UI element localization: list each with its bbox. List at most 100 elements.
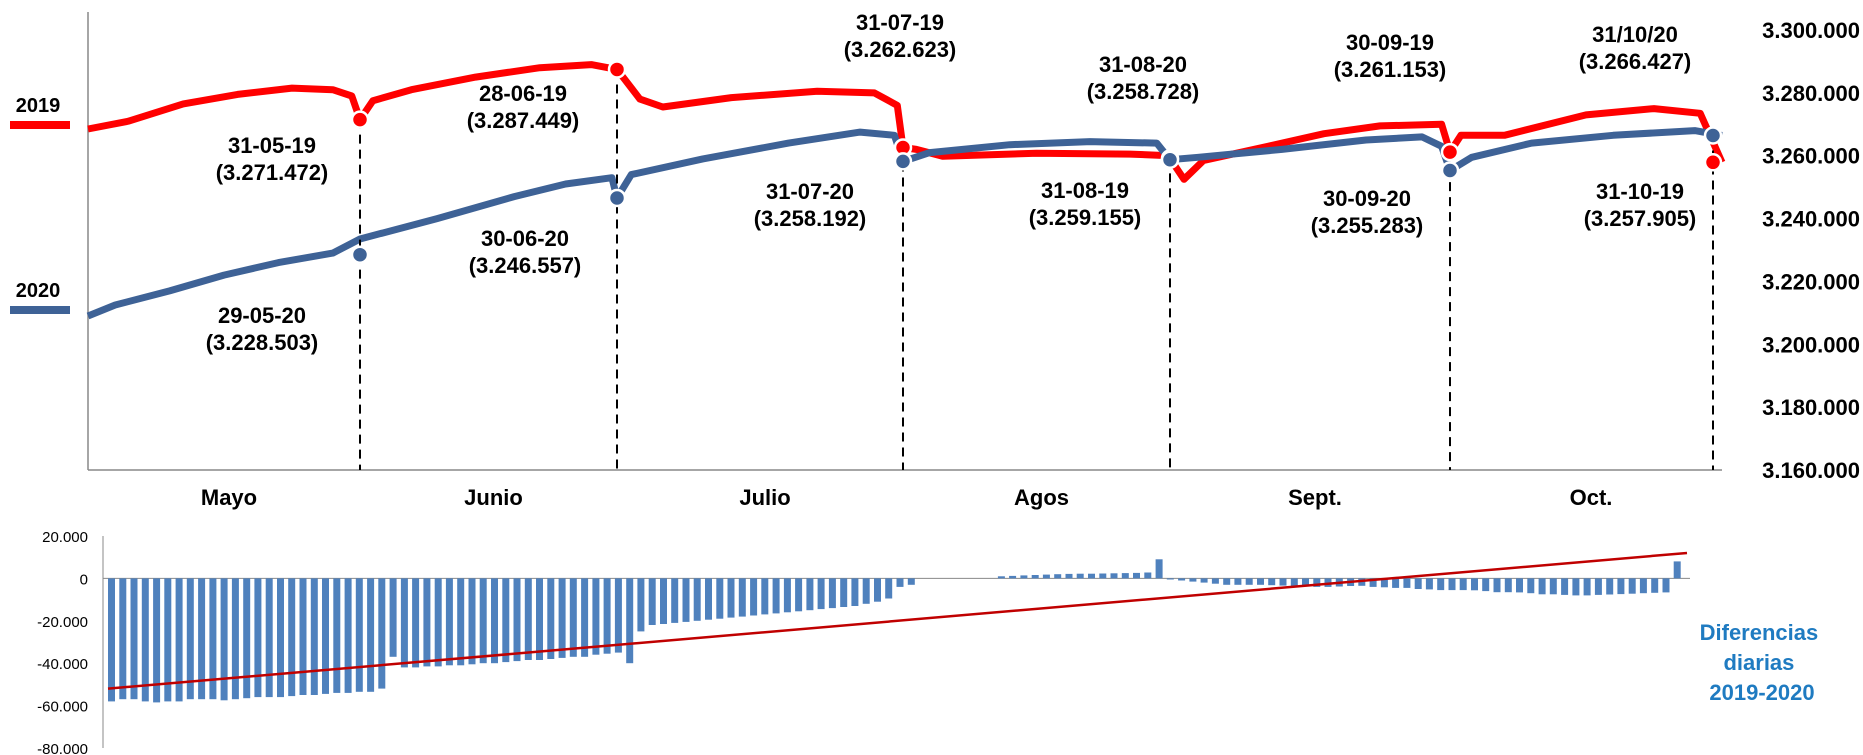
- difference-bar: [1380, 578, 1388, 588]
- series-2019-point: [1440, 142, 1460, 162]
- y-tick-label: 3.260.000: [1762, 144, 1860, 169]
- difference-bar: [1628, 578, 1636, 594]
- annotation-date: 31-08-19: [1041, 178, 1129, 203]
- differences-title: Diferencias diarias 2019-2020: [1700, 620, 1825, 705]
- difference-bar: [603, 578, 611, 654]
- difference-bar: [1020, 575, 1028, 579]
- difference-bar: [378, 578, 386, 689]
- difference-bar: [1031, 575, 1039, 579]
- difference-bar: [457, 578, 465, 666]
- difference-bar: [1279, 578, 1287, 586]
- difference-bar: [108, 578, 115, 702]
- series-2019-point: [350, 110, 370, 129]
- difference-bar: [1042, 574, 1050, 579]
- difference-bar: [1178, 578, 1186, 581]
- legend-label-2019: 2019: [16, 95, 61, 117]
- difference-bar: [468, 578, 476, 665]
- difference-bar: [1482, 578, 1490, 592]
- series-2020-point: [1703, 126, 1723, 145]
- difference-bar: [1088, 573, 1095, 579]
- difference-bar: [1617, 578, 1625, 595]
- difference-bar: [569, 578, 577, 657]
- difference-bar: [1572, 578, 1580, 596]
- difference-bar: [660, 578, 667, 624]
- difference-bar: [175, 578, 183, 702]
- date-annotations: 31-05-19 (3.271.472) 29-05-20 (3.228.503) 28…: [206, 10, 1697, 355]
- difference-bar: [761, 578, 769, 615]
- difference-bar: [997, 576, 1005, 579]
- difference-bar: [828, 578, 836, 609]
- difference-bar: [1538, 578, 1546, 595]
- difference-bar: [806, 578, 814, 611]
- difference-bar: [322, 578, 329, 694]
- series-2020-point: [1160, 150, 1180, 169]
- difference-bar: [1245, 578, 1253, 585]
- difference-bar: [1257, 578, 1264, 585]
- series-2020-point: [893, 152, 913, 171]
- series-2019-point: [607, 60, 627, 79]
- annotation-date: 31-07-20: [766, 179, 854, 204]
- difference-bar: [1189, 578, 1197, 582]
- legend: 2019 2020: [10, 95, 70, 314]
- difference-bar: [795, 578, 803, 612]
- annotation-date: 30-06-20: [481, 226, 569, 251]
- annotation-date: 31-07-19: [856, 10, 944, 35]
- annotation-value: (3.261.153): [1334, 57, 1447, 82]
- difference-bar: [885, 578, 893, 599]
- series-2019-point: [1703, 153, 1723, 172]
- annotation-value: (3.266.427): [1579, 49, 1692, 74]
- annotation-value: (3.259.155): [1029, 205, 1142, 230]
- series-2020-point: [607, 188, 627, 208]
- y-tick-label: 3.300.000: [1762, 18, 1860, 43]
- bar-chart: 20.000 0 -20.000 -40.000 -60.000 -80.000: [37, 529, 1690, 755]
- difference-bar: [1392, 578, 1400, 588]
- difference-bar: [1155, 559, 1163, 579]
- annotation-label: 31-08-19 (3.259.155): [1029, 178, 1142, 230]
- difference-bar: [1549, 578, 1557, 595]
- difference-bar: [198, 578, 206, 700]
- difference-bar: [1594, 578, 1602, 595]
- difference-bar: [243, 578, 251, 699]
- difference-bar: [333, 578, 341, 693]
- difference-bar: [412, 578, 420, 668]
- difference-bar: [277, 578, 284, 698]
- difference-bar: [1268, 578, 1276, 586]
- difference-bar: [1448, 578, 1456, 591]
- difference-bar: [907, 578, 915, 585]
- difference-bar: [1054, 574, 1062, 579]
- difference-bar: [141, 578, 149, 702]
- difference-bar: [783, 578, 791, 613]
- difference-bar: [716, 578, 724, 619]
- series-2020-point: [1440, 161, 1460, 180]
- difference-bar: [1414, 578, 1422, 589]
- difference-bar: [1459, 578, 1467, 591]
- difference-bar: [874, 578, 881, 602]
- difference-bar: [491, 578, 498, 664]
- difference-bar: [772, 578, 780, 614]
- difference-bar: [1403, 578, 1411, 588]
- annotation-date: 31-10-19: [1596, 179, 1684, 204]
- difference-bar: [502, 578, 510, 663]
- difference-bar: [581, 578, 589, 657]
- difference-bar: [1211, 578, 1219, 584]
- annotation-date: 30-09-19: [1346, 30, 1434, 55]
- difference-bar: [1606, 578, 1614, 595]
- difference-bar: [626, 578, 634, 664]
- annotation-value: (3.262.623): [844, 37, 957, 62]
- annotation-label: 31-07-20 (3.258.192): [754, 179, 867, 231]
- difference-bar: [1639, 578, 1647, 594]
- month-label: Sept.: [1288, 485, 1342, 510]
- annotation-value: (3.228.503): [206, 330, 319, 355]
- difference-bar: [434, 578, 442, 667]
- month-label: Junio: [464, 485, 523, 510]
- annotation-value: (3.246.557): [469, 253, 582, 278]
- legend-label-2020: 2020: [16, 280, 61, 302]
- y-tick-label: 3.280.000: [1762, 81, 1860, 106]
- difference-bar: [671, 578, 679, 623]
- difference-bar: [1516, 578, 1523, 593]
- difference-bar: [817, 578, 825, 610]
- annotation-date: 29-05-20: [218, 303, 306, 328]
- difference-bar: [1133, 572, 1140, 579]
- difference-bar: [254, 578, 262, 698]
- difference-bar: [445, 578, 453, 666]
